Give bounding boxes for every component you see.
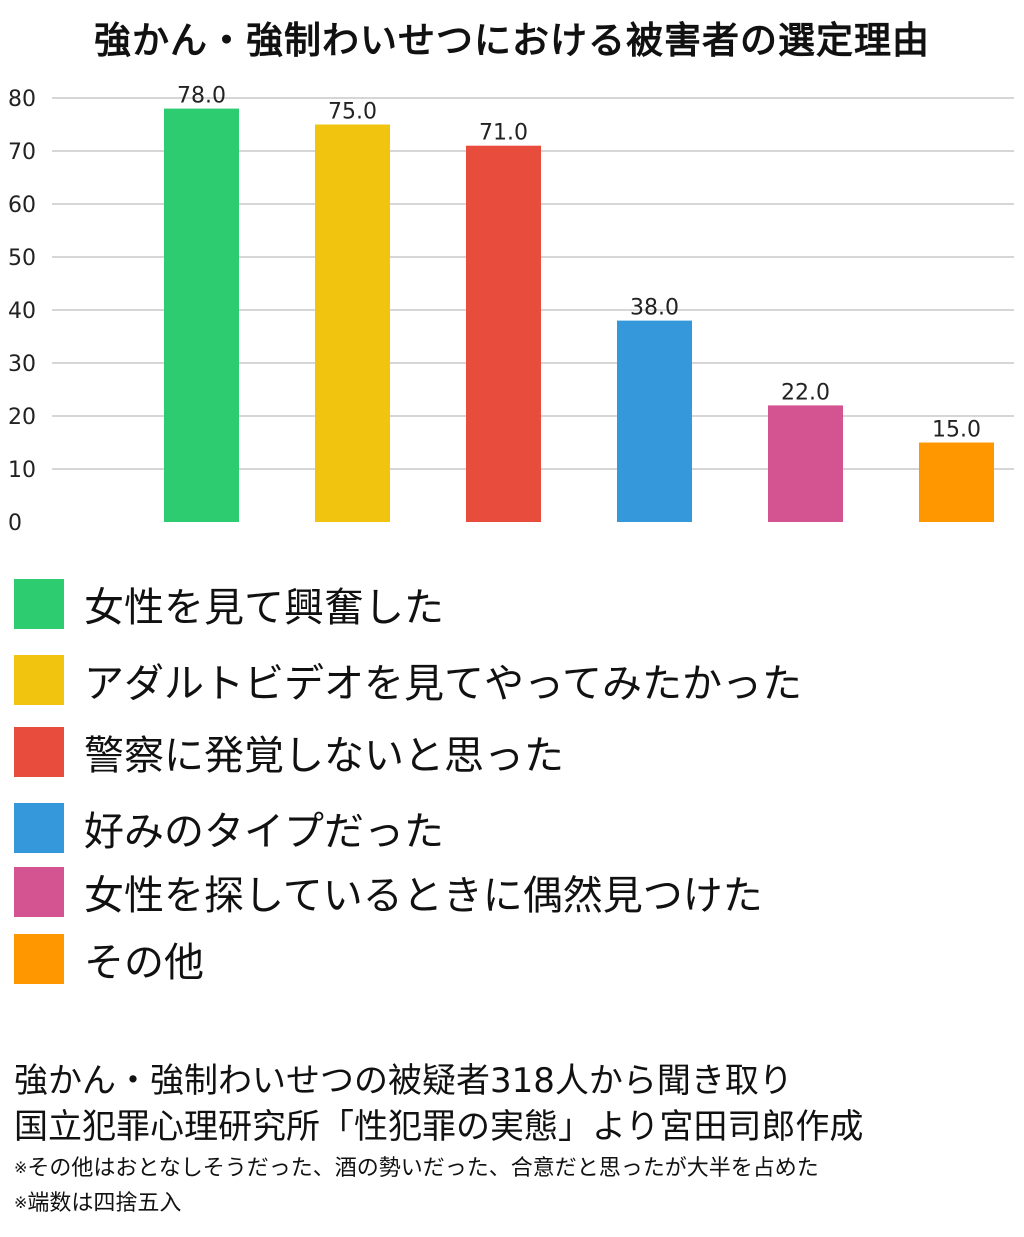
legend-item-favorite-type: 好みのタイプだった bbox=[14, 800, 444, 856]
note-mark: ※ bbox=[14, 1158, 28, 1177]
legend-label: その他 bbox=[84, 940, 204, 986]
source-line-1: 強かん・強制わいせつの被疑者318人から聞き取り bbox=[14, 1061, 793, 1101]
y-tick-label: 60 bbox=[8, 193, 36, 218]
legend-swatch bbox=[14, 867, 64, 917]
legend-swatch bbox=[14, 655, 64, 705]
y-tick-label: 80 bbox=[8, 87, 36, 112]
legend-label: 女性を見て興奮した bbox=[84, 585, 444, 631]
chart-title: 強かん・強制わいせつにおける被害者の選定理由 bbox=[94, 19, 930, 62]
y-tick-label: 20 bbox=[8, 405, 36, 430]
bar bbox=[768, 405, 843, 522]
legend-label: 好みのタイプだった bbox=[84, 809, 444, 855]
legend-label: 警察に発覚しないと思った bbox=[84, 733, 564, 779]
legend-item-adult-video: アダルトビデオを見てやってみたかった bbox=[14, 652, 802, 708]
legend-label: アダルトビデオを見てやってみたかった bbox=[84, 661, 802, 707]
note-mark: ※ bbox=[14, 1193, 28, 1212]
bar bbox=[164, 108, 239, 522]
y-tick-label: 50 bbox=[8, 246, 36, 271]
bar bbox=[617, 320, 692, 522]
bar-value-label: 71.0 bbox=[479, 121, 528, 146]
legend-item-excited: 女性を見て興奮した bbox=[14, 576, 444, 632]
bar bbox=[315, 124, 390, 522]
legend-item-police: 警察に発覚しないと思った bbox=[14, 724, 564, 780]
bar-value-label: 75.0 bbox=[328, 100, 377, 125]
note-other: ※その他はおとなしそうだった、酒の勢いだった、合意だと思ったが大半を占めた bbox=[14, 1152, 1014, 1185]
bar-value-label: 78.0 bbox=[177, 84, 226, 109]
y-tick-label: 0 bbox=[8, 511, 22, 536]
bar bbox=[919, 442, 994, 522]
legend-swatch bbox=[14, 934, 64, 984]
note-rounding: ※端数は四捨五入 bbox=[14, 1187, 1014, 1220]
y-tick-label: 10 bbox=[8, 458, 36, 483]
note-text: 端数は四捨五入 bbox=[27, 1191, 182, 1216]
bar-value-labels: 78.0 75.0 71.0 38.0 22.0 15.0 bbox=[177, 84, 981, 443]
bar-value-label: 15.0 bbox=[932, 418, 981, 443]
y-tick-label: 70 bbox=[8, 140, 36, 165]
y-tick-label: 30 bbox=[8, 352, 36, 377]
bar-chart: 0 10 20 30 40 50 60 70 80 78.0 75.0 71.0 38.0 22.0 15… bbox=[8, 84, 1014, 536]
legend-item-by-chance: 女性を探しているときに偶然見つけた bbox=[14, 864, 763, 920]
legend-label: 女性を探しているときに偶然見つけた bbox=[84, 873, 763, 919]
y-tick-label: 40 bbox=[8, 299, 36, 324]
legend-swatch bbox=[14, 727, 64, 777]
legend-item-other: その他 bbox=[14, 931, 204, 987]
bar-value-label: 22.0 bbox=[781, 380, 830, 405]
bar-value-label: 38.0 bbox=[630, 296, 679, 321]
y-axis-tick-labels: 0 10 20 30 40 50 60 70 80 bbox=[8, 87, 36, 536]
source-line-2: 国立犯罪心理研究所「性犯罪の実態」より宮田司郎作成 bbox=[14, 1107, 864, 1147]
legend-swatch bbox=[14, 579, 64, 629]
bars bbox=[164, 108, 994, 522]
legend-swatch bbox=[14, 803, 64, 853]
footer: 強かん・強制わいせつの被疑者318人から聞き取り 国立犯罪心理研究所「性犯罪の実… bbox=[14, 1058, 1014, 1220]
note-text: その他はおとなしそうだった、酒の勢いだった、合意だと思ったが大半を占めた bbox=[27, 1156, 819, 1181]
bar bbox=[466, 145, 541, 522]
